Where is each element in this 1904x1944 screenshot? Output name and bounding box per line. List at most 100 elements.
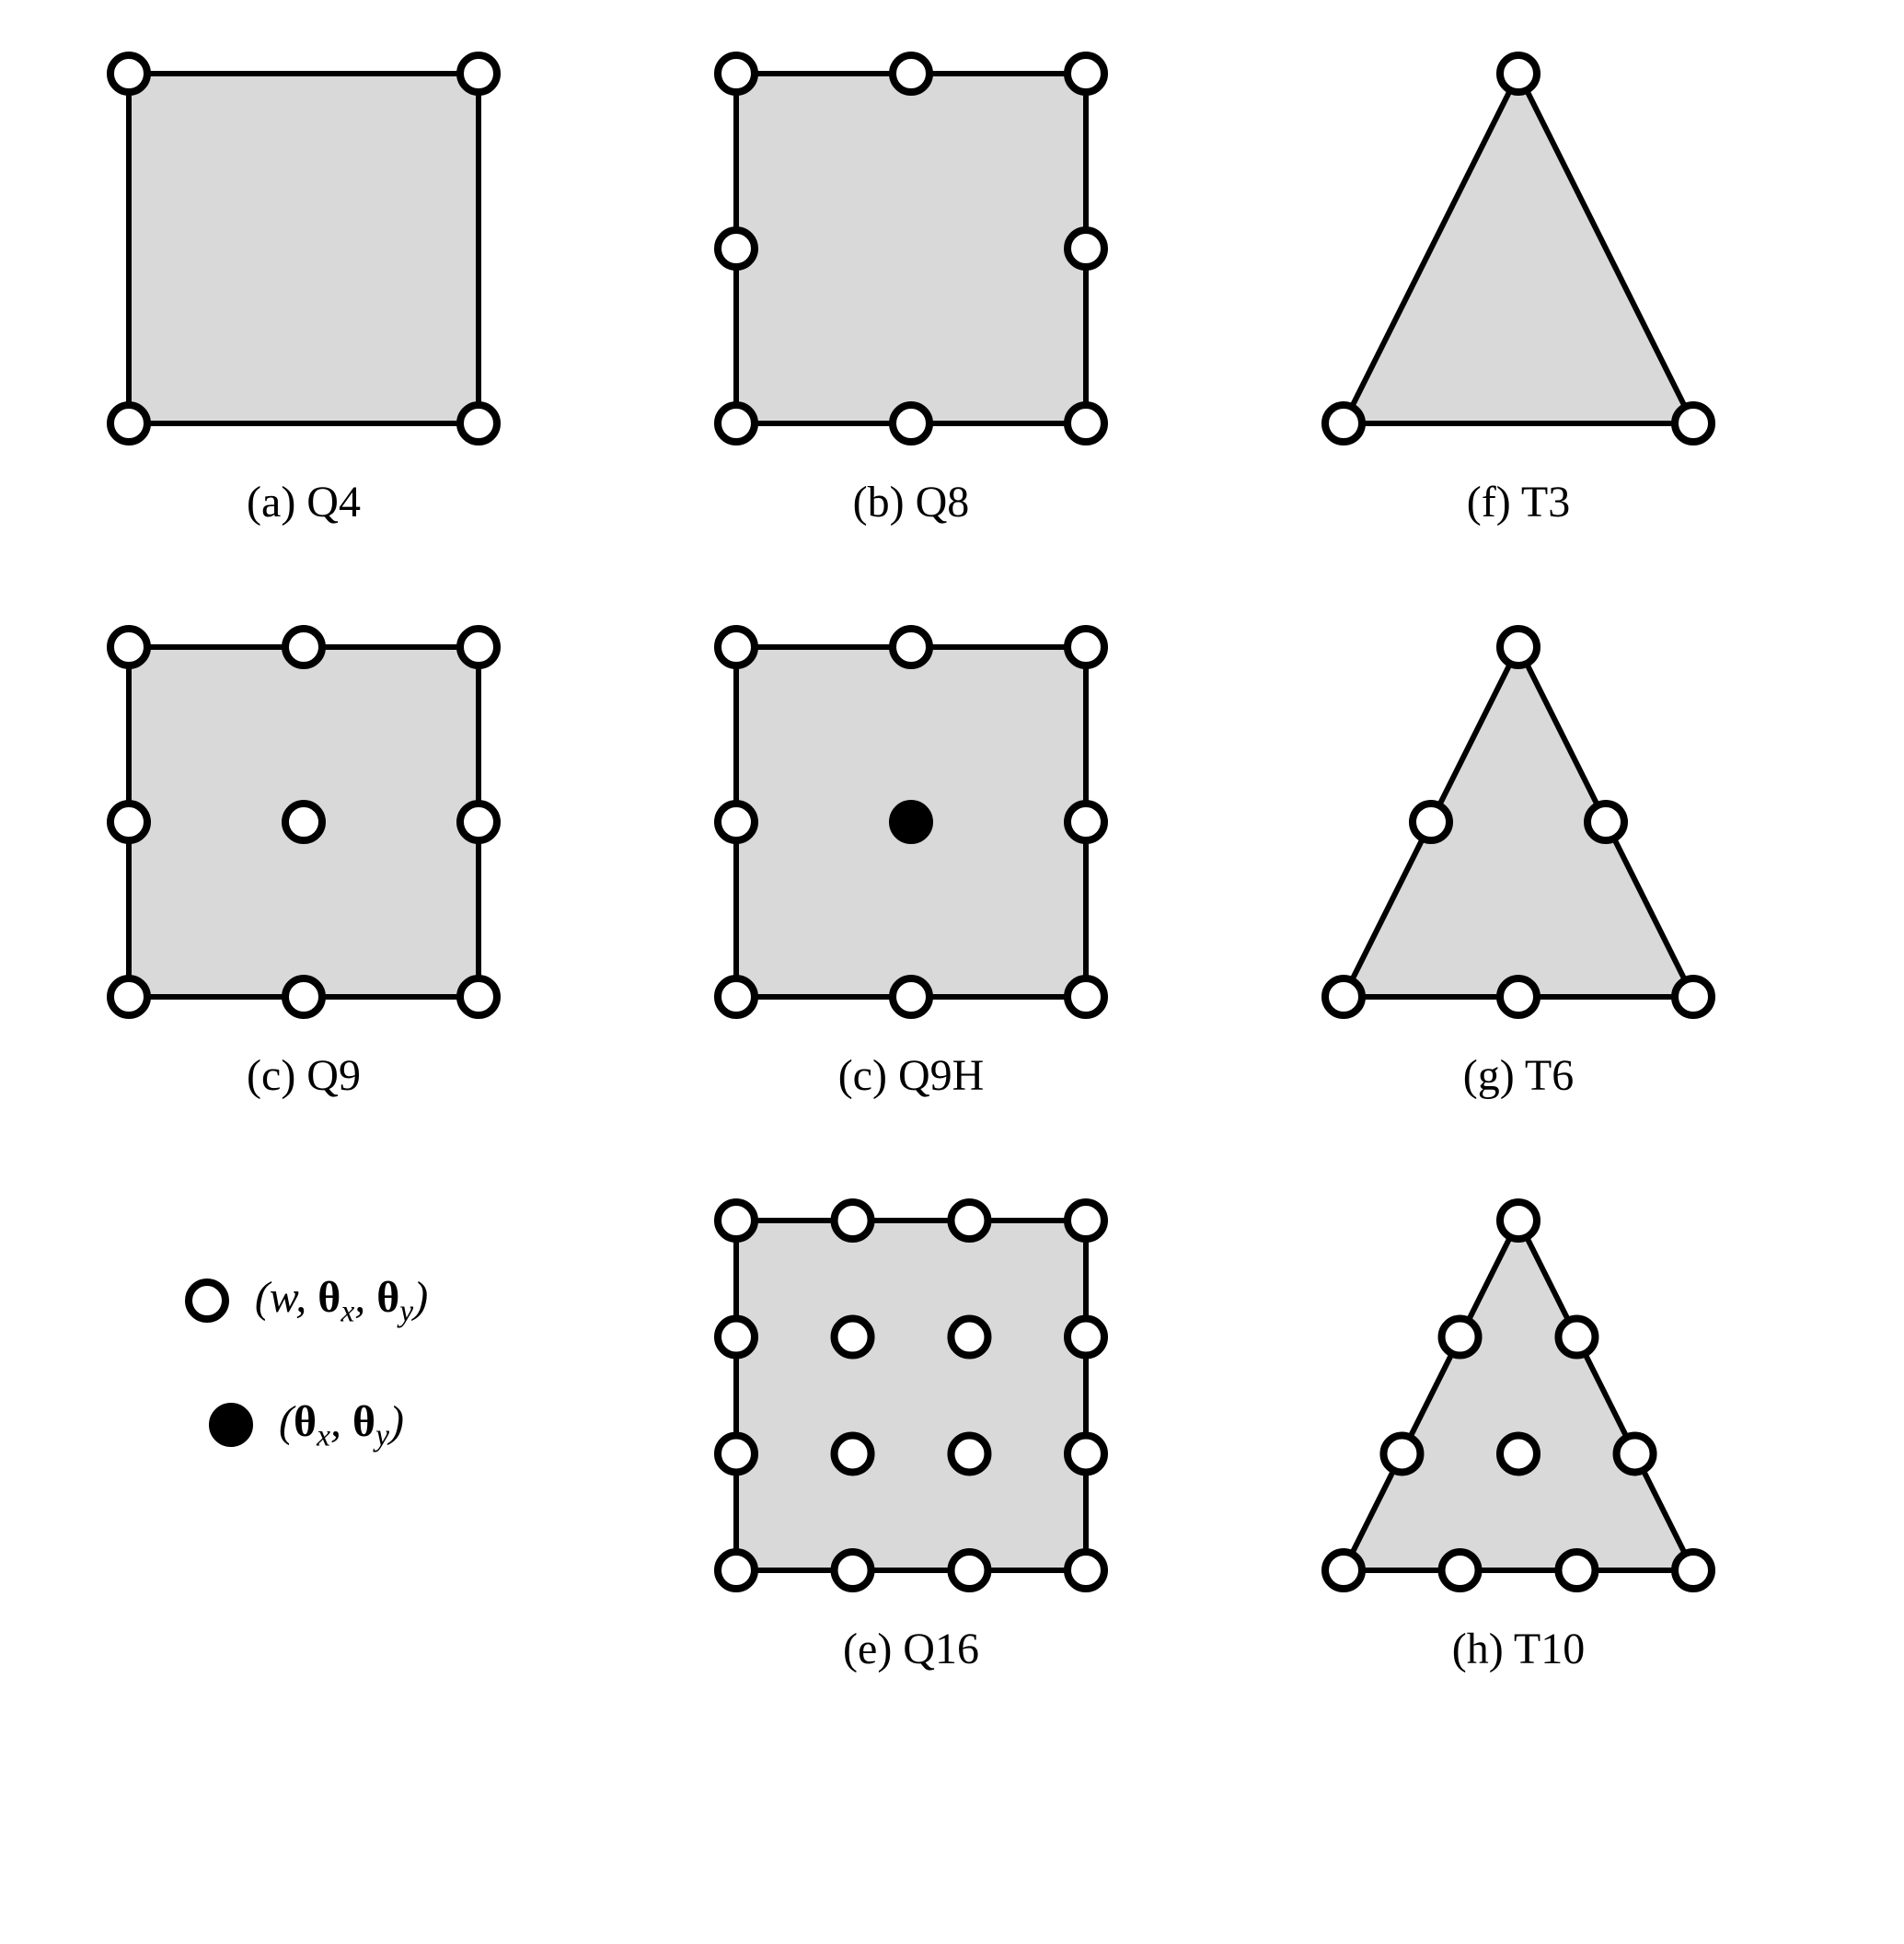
- square-outline: [736, 74, 1086, 423]
- caption: (h) T10: [1452, 1624, 1585, 1674]
- node-open: [718, 804, 755, 840]
- element-q16: (e) Q16: [644, 1184, 1178, 1674]
- node-open: [718, 1202, 755, 1239]
- node-open: [1067, 1202, 1104, 1239]
- element-q4: (a) Q4: [37, 37, 571, 527]
- triangle-outline: [1344, 647, 1693, 997]
- node-open: [460, 405, 497, 442]
- element-grid: (a) Q4 (b) Q8 (f) T3 (c) Q9 (c) Q9H (g) T6 (w,…: [37, 37, 1785, 1674]
- node-open: [1067, 405, 1104, 442]
- node-open: [835, 1319, 871, 1356]
- node-open: [1675, 1552, 1712, 1589]
- element-shape: [1307, 1184, 1730, 1607]
- node-open: [718, 1319, 755, 1356]
- node-open: [718, 1435, 755, 1472]
- node-open: [460, 978, 497, 1015]
- node-open: [1442, 1319, 1479, 1356]
- node-open: [951, 1552, 987, 1589]
- element-shape: [1307, 610, 1730, 1034]
- legend-label: (w, θx, θy): [255, 1272, 428, 1330]
- node-open: [1067, 629, 1104, 665]
- element-t3: (f) T3: [1252, 37, 1785, 527]
- node-open: [1442, 1552, 1479, 1589]
- node-open: [1675, 978, 1712, 1015]
- node-open: [1067, 1552, 1104, 1589]
- caption: (c) Q9: [247, 1050, 361, 1101]
- caption: (g) T6: [1463, 1050, 1574, 1101]
- element-shape: [92, 610, 515, 1034]
- node-open: [110, 55, 147, 92]
- node-open: [893, 629, 929, 665]
- square-outline: [129, 74, 479, 423]
- node-open: [718, 55, 755, 92]
- element-t10: (h) T10: [1252, 1184, 1785, 1674]
- node-open: [1558, 1319, 1595, 1356]
- element-shape: [92, 37, 515, 460]
- node-open: [1500, 1202, 1537, 1239]
- node-open: [718, 978, 755, 1015]
- element-q8: (b) Q8: [644, 37, 1178, 527]
- node-open: [835, 1552, 871, 1589]
- caption: (e) Q16: [843, 1624, 979, 1674]
- element-shape: [699, 1184, 1123, 1607]
- node-open: [285, 804, 322, 840]
- node-open: [1617, 1435, 1654, 1472]
- caption: (b) Q8: [853, 477, 970, 527]
- node-open: [893, 55, 929, 92]
- node-open: [1067, 230, 1104, 267]
- node-open: [1558, 1552, 1595, 1589]
- node-open: [1067, 1435, 1104, 1472]
- legend-row: (w, θx, θy): [179, 1272, 428, 1330]
- caption: (a) Q4: [247, 477, 361, 527]
- node-open: [1500, 978, 1537, 1015]
- triangle-outline: [1344, 1221, 1693, 1570]
- node-open: [718, 1552, 755, 1589]
- node-open: [1325, 978, 1362, 1015]
- node-open: [1500, 55, 1537, 92]
- node-open: [110, 978, 147, 1015]
- node-open: [1325, 1552, 1362, 1589]
- node-open: [1413, 804, 1449, 840]
- node-solid: [893, 804, 929, 840]
- node-open: [285, 629, 322, 665]
- node-open: [718, 230, 755, 267]
- square-outline: [736, 1221, 1086, 1570]
- node-open: [951, 1435, 987, 1472]
- element-shape: [1307, 37, 1730, 460]
- node-open: [893, 978, 929, 1015]
- element-q9h: (c) Q9H: [644, 610, 1178, 1101]
- node-open: [1675, 405, 1712, 442]
- node-open: [951, 1319, 987, 1356]
- node-open: [285, 978, 322, 1015]
- node-open: [110, 629, 147, 665]
- node-open: [835, 1202, 871, 1239]
- element-q9: (c) Q9: [37, 610, 571, 1101]
- node-open: [460, 804, 497, 840]
- node-open: [1383, 1435, 1420, 1472]
- triangle-outline: [1344, 74, 1693, 423]
- node-open: [1067, 1319, 1104, 1356]
- node-open: [835, 1435, 871, 1472]
- node-open: [110, 405, 147, 442]
- node-open: [460, 55, 497, 92]
- node-open: [718, 629, 755, 665]
- node-open: [1067, 804, 1104, 840]
- node-open: [718, 405, 755, 442]
- node-open: [951, 1202, 987, 1239]
- element-shape: [699, 610, 1123, 1034]
- node-open: [460, 629, 497, 665]
- node-open: [1500, 1435, 1537, 1472]
- legend: (w, θx, θy) (θx, θy): [37, 1184, 571, 1487]
- legend-label: (θx, θy): [279, 1396, 404, 1454]
- caption: (f) T3: [1467, 477, 1570, 527]
- node-open: [893, 405, 929, 442]
- caption: (c) Q9H: [838, 1050, 985, 1101]
- element-t6: (g) T6: [1252, 610, 1785, 1101]
- node-open: [1067, 55, 1104, 92]
- legend-row: (θx, θy): [203, 1396, 404, 1454]
- node-open: [1500, 629, 1537, 665]
- node-open: [1067, 978, 1104, 1015]
- node-open: [1587, 804, 1624, 840]
- node-open: [110, 804, 147, 840]
- element-shape: [699, 37, 1123, 460]
